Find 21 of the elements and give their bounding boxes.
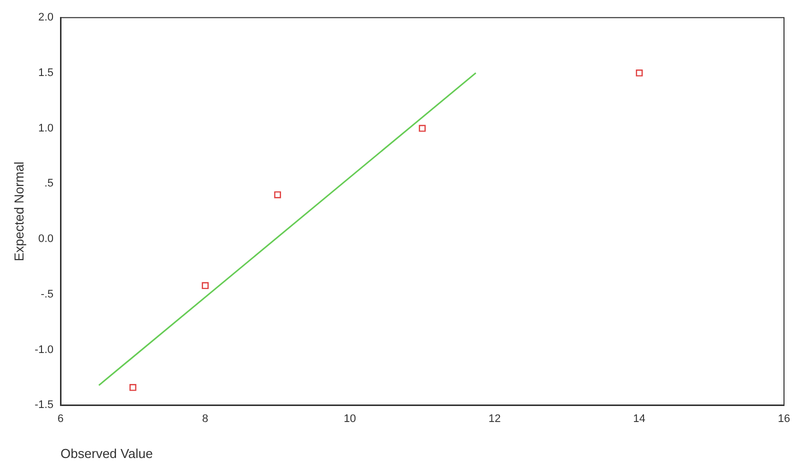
point — [202, 282, 209, 290]
y-tick-label: .5 — [44, 178, 54, 190]
x-tick-label: 6 — [57, 412, 64, 425]
x-tick-label: 8 — [202, 412, 208, 425]
y-tick-label: 1.5 — [38, 67, 54, 80]
point — [636, 70, 643, 76]
y-tick-label: -.5 — [40, 288, 54, 300]
y-tick-label: -1.0 — [34, 344, 54, 356]
x-axis-title: Observed Value — [60, 446, 153, 461]
y-tick-label: 1.0 — [38, 122, 54, 134]
y-tick-label: -1.5 — [34, 399, 54, 412]
y-axis-title: Expected Normal — [11, 161, 26, 262]
x-tick-label: 10 — [344, 412, 356, 425]
point — [418, 124, 426, 132]
y-tick-label: 0.0 — [38, 233, 54, 246]
x-tick-label: 14 — [633, 412, 646, 425]
point — [274, 191, 282, 198]
y-tick-label: 2.0 — [38, 12, 54, 24]
x-tick-label: 12 — [488, 412, 501, 425]
point — [129, 384, 136, 391]
x-tick-label: 16 — [778, 412, 790, 425]
